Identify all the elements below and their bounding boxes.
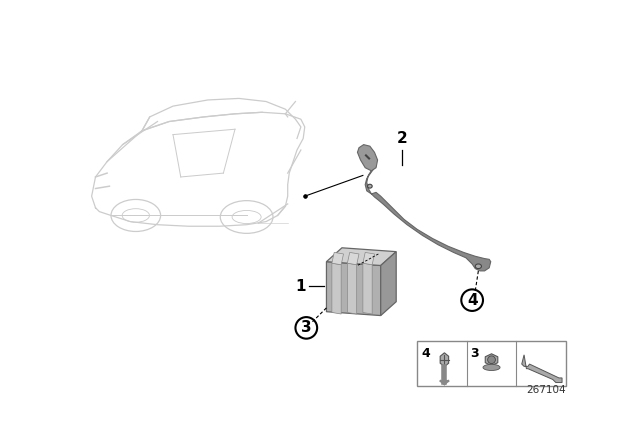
Circle shape [296,317,317,339]
Polygon shape [332,263,341,314]
Ellipse shape [367,184,372,188]
Polygon shape [348,252,359,265]
Text: 2: 2 [396,131,407,146]
Circle shape [461,289,483,311]
Ellipse shape [111,199,161,232]
FancyBboxPatch shape [417,341,566,386]
Polygon shape [381,252,396,315]
Polygon shape [365,166,491,271]
Polygon shape [363,263,372,314]
Text: 3: 3 [301,320,312,336]
Polygon shape [358,145,378,171]
Polygon shape [326,248,396,266]
Ellipse shape [122,209,150,222]
Ellipse shape [220,201,273,233]
Text: 267104: 267104 [526,385,566,395]
Text: 1: 1 [296,279,307,294]
Text: 3: 3 [470,347,479,360]
Text: 4: 4 [467,293,477,308]
Polygon shape [485,354,498,366]
Polygon shape [332,252,344,265]
Polygon shape [326,262,381,315]
Ellipse shape [483,364,500,370]
Polygon shape [522,355,562,383]
Polygon shape [363,252,374,265]
Ellipse shape [476,264,481,269]
Text: 4: 4 [421,347,429,360]
Polygon shape [440,353,449,366]
Circle shape [488,356,495,364]
Polygon shape [348,263,356,314]
Ellipse shape [232,211,261,224]
